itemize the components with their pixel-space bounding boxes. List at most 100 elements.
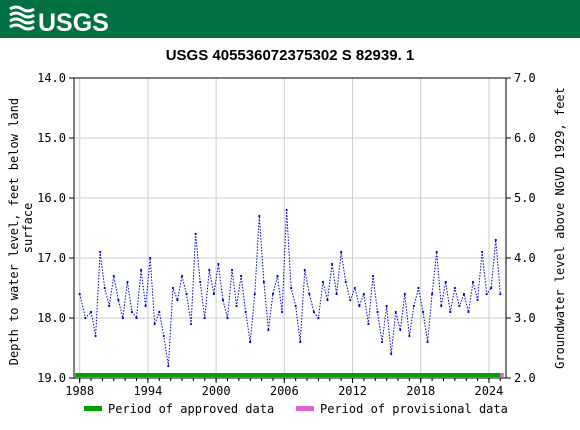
legend-approved-swatch bbox=[84, 406, 102, 411]
y-axis-left: 14.0 15.0 16.0 17.0 18.0 19.0 bbox=[37, 71, 74, 385]
water-level-point bbox=[108, 304, 111, 308]
water-level-point bbox=[421, 310, 425, 314]
water-level-point bbox=[426, 340, 429, 344]
water-level-point bbox=[399, 328, 402, 332]
water-level-point bbox=[235, 304, 238, 308]
water-level-point bbox=[149, 256, 152, 260]
water-level-point bbox=[417, 286, 420, 290]
water-level-point bbox=[208, 268, 211, 272]
water-level-point bbox=[385, 304, 388, 308]
y-right-tick-label: 6.0 bbox=[514, 131, 536, 145]
water-level-point bbox=[212, 292, 215, 296]
water-level-point bbox=[481, 250, 484, 254]
water-level-point bbox=[194, 232, 197, 236]
water-level-point bbox=[203, 316, 206, 320]
water-level-point bbox=[440, 304, 443, 308]
chart-title: USGS 405536072375302 S 82939. 1 bbox=[166, 47, 415, 64]
water-level-point bbox=[276, 274, 279, 278]
y-axis-right: 7.0 6.0 5.0 4.0 3.0 2.0 bbox=[506, 71, 536, 385]
water-level-point bbox=[199, 280, 202, 284]
water-level-point bbox=[490, 286, 493, 290]
usgs-header-band bbox=[0, 0, 580, 38]
usgs-logo: USGS bbox=[9, 5, 109, 37]
water-level-point bbox=[321, 280, 325, 284]
water-level-point bbox=[340, 250, 343, 254]
water-level-point bbox=[139, 268, 143, 272]
y-left-tick-label: 14.0 bbox=[37, 71, 66, 85]
y-right-tick-label: 2.0 bbox=[514, 371, 536, 385]
water-level-point bbox=[240, 274, 243, 278]
water-level-point bbox=[358, 304, 361, 308]
water-level-point bbox=[449, 310, 452, 314]
water-level-point bbox=[121, 316, 124, 320]
water-level-point bbox=[99, 250, 102, 254]
water-level-point bbox=[262, 280, 265, 284]
water-level-point bbox=[408, 334, 411, 338]
y-right-tick-label: 3.0 bbox=[514, 311, 536, 325]
water-level-point bbox=[467, 310, 470, 314]
water-level-point bbox=[317, 316, 320, 320]
water-level-point bbox=[294, 304, 297, 308]
x-tick-label: 2024 bbox=[474, 384, 503, 398]
water-level-point bbox=[189, 322, 193, 326]
water-level-point bbox=[253, 292, 256, 296]
x-tick-label: 2000 bbox=[202, 384, 231, 398]
y-left-tick-label: 15.0 bbox=[37, 131, 66, 145]
legend-provisional-swatch bbox=[296, 406, 314, 411]
y-left-tick-label: 18.0 bbox=[37, 311, 66, 325]
y-left-tick-label: 17.0 bbox=[37, 251, 66, 265]
legend-approved-label: Period of approved data bbox=[108, 402, 274, 416]
water-level-point bbox=[303, 268, 306, 272]
x-tick-label: 1994 bbox=[133, 384, 162, 398]
water-level-point bbox=[462, 292, 466, 296]
water-level-point bbox=[349, 298, 352, 302]
water-level-point bbox=[144, 304, 147, 308]
water-level-point bbox=[499, 292, 502, 296]
y-left-tick-label: 19.0 bbox=[37, 371, 66, 385]
provisional-period-bar bbox=[500, 373, 504, 377]
water-level-point bbox=[162, 334, 165, 338]
water-level-point bbox=[485, 292, 488, 296]
grid-lines bbox=[74, 77, 506, 379]
water-level-point bbox=[153, 322, 156, 326]
legend: Period of approved data Period of provis… bbox=[84, 402, 508, 416]
water-level-point bbox=[471, 280, 475, 284]
water-level-point bbox=[458, 304, 461, 308]
x-tick-label: 2012 bbox=[338, 384, 367, 398]
water-level-point bbox=[435, 250, 438, 254]
water-level-point bbox=[376, 310, 379, 314]
water-level-point bbox=[330, 262, 334, 266]
x-tick-label: 2006 bbox=[270, 384, 299, 398]
water-level-point bbox=[258, 214, 261, 218]
water-level-line bbox=[79, 209, 501, 367]
water-level-point bbox=[453, 286, 456, 290]
water-level-point bbox=[176, 298, 179, 302]
water-level-point bbox=[249, 340, 252, 344]
water-level-point bbox=[185, 292, 188, 296]
water-level-point bbox=[312, 310, 315, 314]
water-level-point bbox=[117, 298, 120, 302]
water-level-point bbox=[230, 268, 234, 272]
water-level-point bbox=[476, 298, 479, 302]
water-level-point bbox=[180, 274, 184, 278]
water-level-point bbox=[84, 316, 87, 320]
water-level-point bbox=[431, 292, 434, 296]
x-tick-label: 1988 bbox=[65, 384, 94, 398]
water-level-point bbox=[290, 286, 293, 290]
water-level-point bbox=[226, 316, 229, 320]
water-level-point bbox=[103, 286, 106, 290]
water-level-point bbox=[221, 298, 225, 302]
y-right-tick-label: 4.0 bbox=[514, 251, 536, 265]
water-level-point bbox=[135, 316, 138, 320]
y-right-tick-label: 5.0 bbox=[514, 191, 536, 205]
water-level-point bbox=[390, 352, 393, 356]
water-level-point bbox=[344, 280, 347, 284]
water-level-point bbox=[403, 292, 406, 296]
water-level-point bbox=[217, 262, 220, 266]
water-level-point bbox=[367, 322, 370, 326]
water-level-point bbox=[394, 310, 397, 314]
usgs-logo-text: USGS bbox=[38, 9, 109, 37]
water-level-point bbox=[380, 340, 384, 344]
water-level-point bbox=[308, 292, 311, 296]
